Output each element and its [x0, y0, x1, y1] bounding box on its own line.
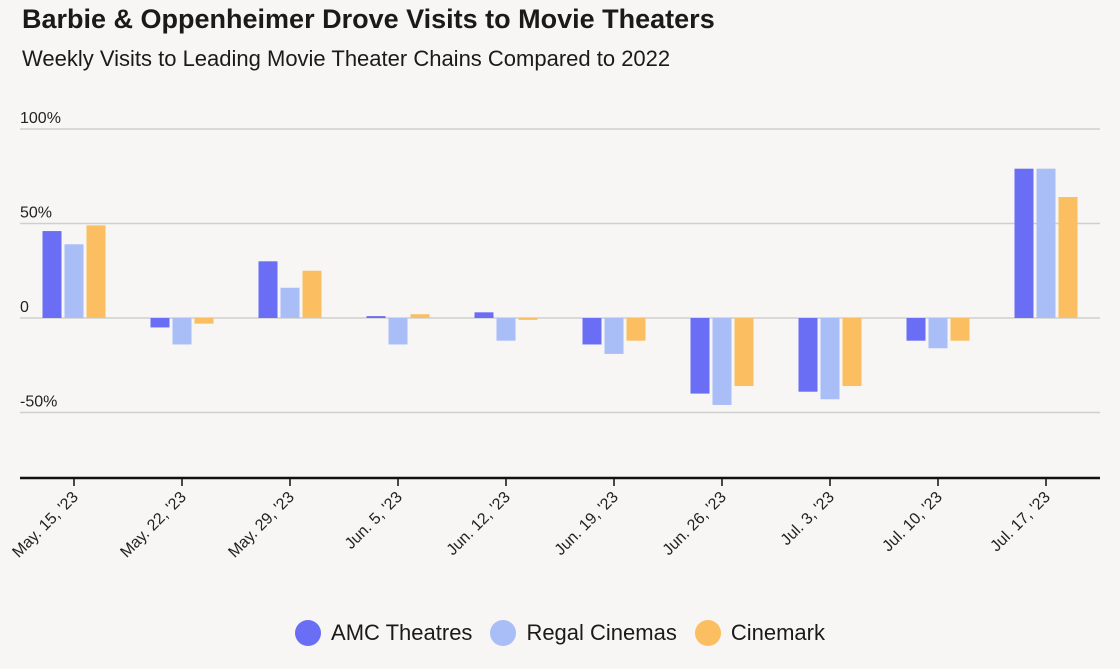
bar	[626, 318, 646, 341]
y-tick-label: 0	[20, 299, 29, 316]
x-tick-label: Jul. 17, '23	[987, 489, 1053, 555]
bar	[280, 287, 300, 318]
x-tick-label: Jun. 5, '23	[342, 489, 406, 553]
legend-label-cinemark: Cinemark	[730, 620, 825, 645]
chart-subtitle: Weekly Visits to Leading Movie Theater C…	[22, 46, 671, 71]
x-tick-label: May. 29, '23	[225, 489, 298, 562]
x-tick-label: Jul. 3, '23	[778, 489, 838, 549]
y-tick-label: -50%	[20, 394, 57, 411]
bar	[172, 318, 192, 345]
x-tick-label: Jul. 10, '23	[879, 489, 945, 555]
x-tick-label: Jun. 12, '23	[444, 489, 514, 559]
legend-item-amc: AMC Theatres	[295, 620, 472, 646]
chart-title: Barbie & Oppenheimer Drove Visits to Mov…	[22, 4, 715, 34]
bar	[604, 318, 624, 354]
legend-label-amc: AMC Theatres	[331, 620, 473, 645]
x-tick-label: Jun. 26, '23	[660, 489, 730, 559]
legend-swatch-cinemark	[694, 620, 721, 646]
legend-label-regal: Regal Cinemas	[526, 620, 677, 645]
legend-item-cinemark: Cinemark	[694, 620, 825, 646]
bar	[928, 318, 948, 349]
bar	[366, 316, 386, 318]
bar	[734, 318, 754, 387]
bar	[842, 318, 862, 387]
legend: AMC Theatres Regal Cinemas Cinemark	[0, 620, 1120, 646]
bar	[1036, 168, 1056, 318]
bar	[906, 318, 926, 341]
bar	[712, 318, 732, 405]
bar	[496, 318, 516, 341]
bar	[474, 312, 494, 318]
bar-chart: 100% 50% 0 -50% May. 15, '23 May. 22, '23 May.…	[9, 110, 1100, 562]
bar	[820, 318, 840, 400]
bar	[518, 318, 538, 320]
bar	[690, 318, 710, 394]
legend-item-regal: Regal Cinemas	[490, 620, 677, 646]
bar	[64, 244, 84, 318]
bar	[42, 231, 62, 318]
legend-swatch-amc	[295, 620, 322, 646]
bar	[302, 270, 322, 318]
bar	[1058, 197, 1078, 318]
bar	[258, 261, 278, 318]
bar	[582, 318, 602, 345]
bar	[798, 318, 818, 392]
legend-swatch-regal	[490, 620, 517, 646]
bar	[86, 225, 106, 318]
bar	[950, 318, 970, 341]
y-tick-label: 50%	[20, 205, 52, 222]
bar	[1014, 168, 1034, 318]
bar	[410, 314, 430, 318]
bar	[150, 318, 170, 328]
x-tick-label: Jun. 19, '23	[552, 489, 622, 559]
y-tick-label: 100%	[20, 110, 61, 127]
x-tick-label: May. 15, '23	[9, 489, 82, 562]
x-tick-label: May. 22, '23	[117, 489, 190, 562]
bar	[194, 318, 214, 324]
bar	[388, 318, 408, 345]
